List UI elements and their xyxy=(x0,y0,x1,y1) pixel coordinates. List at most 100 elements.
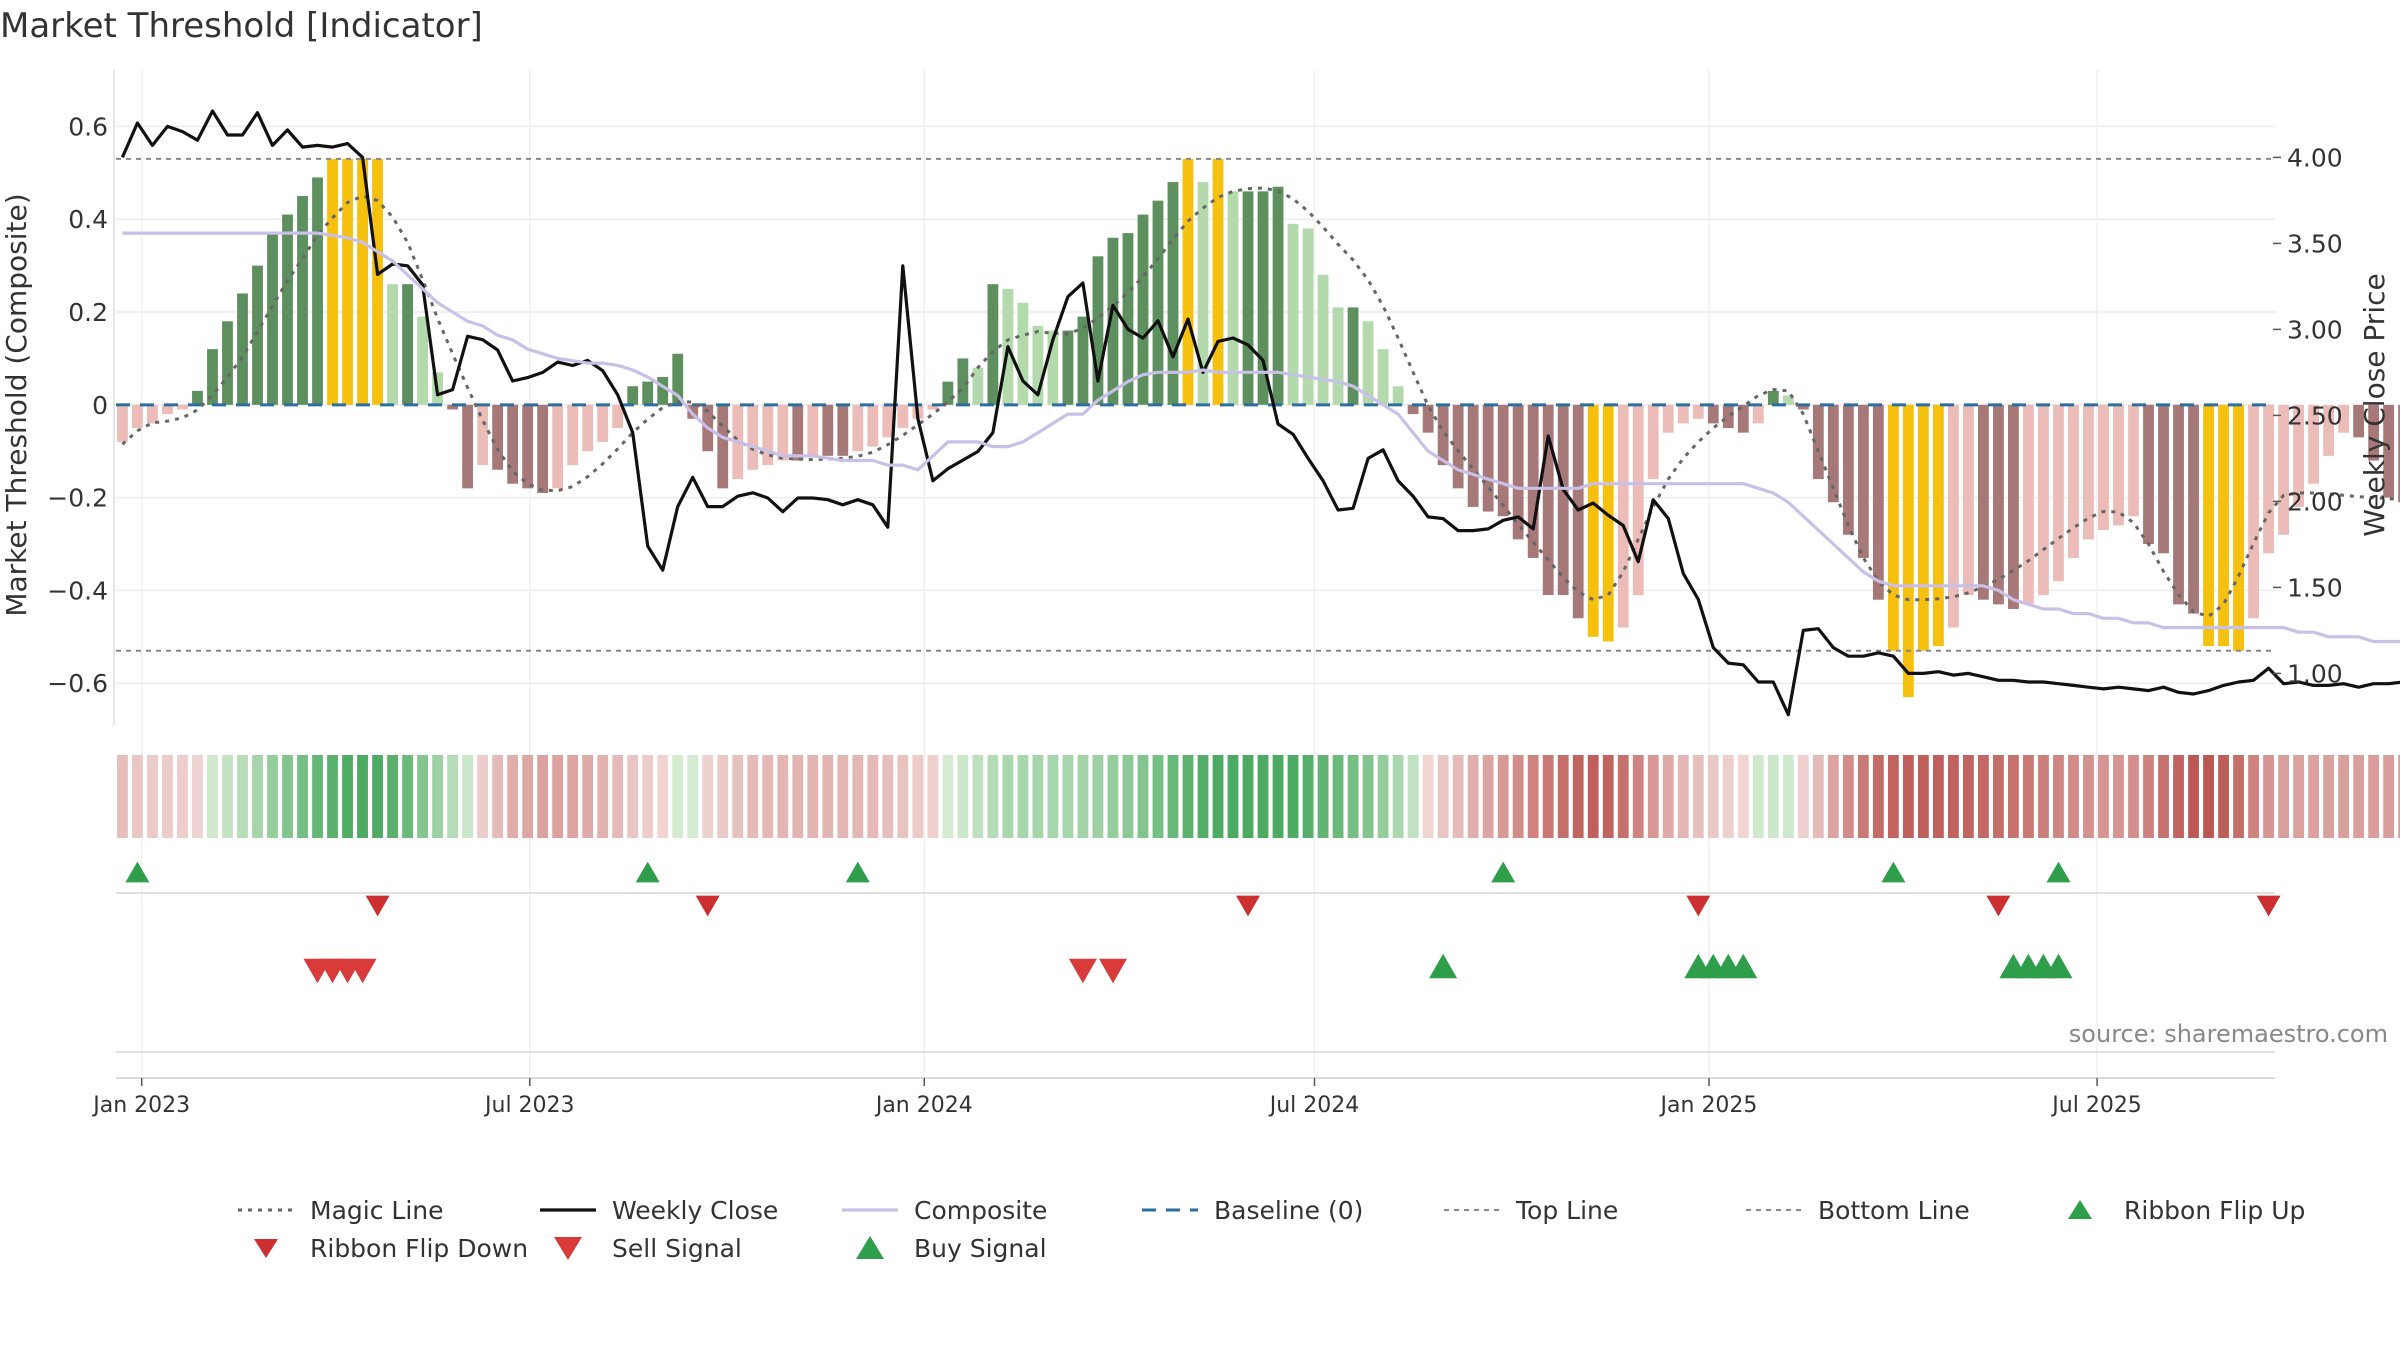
composite-bar xyxy=(552,404,564,489)
ribbon-stripe xyxy=(522,755,534,838)
ribbon-stripe xyxy=(297,755,308,838)
ribbon-stripe xyxy=(2188,755,2199,838)
ribbon-stripe xyxy=(147,755,158,838)
composite-bar xyxy=(1737,404,1749,433)
ribbon-stripe xyxy=(1692,755,1704,838)
ribbon-stripe xyxy=(1647,755,1659,838)
composite-bar xyxy=(1302,228,1314,405)
composite-bar xyxy=(1092,256,1104,405)
ribbon-stripe xyxy=(1902,755,1914,838)
ribbon-stripe xyxy=(672,755,684,838)
composite-bar xyxy=(1662,404,1674,433)
composite-bar xyxy=(2173,404,2184,605)
composite-bar xyxy=(1452,404,1464,489)
composite-bar xyxy=(177,404,188,410)
composite-bar xyxy=(1062,330,1074,405)
ribbon-stripe xyxy=(2083,755,2094,838)
composite-bar xyxy=(507,404,519,484)
composite-bar xyxy=(327,158,338,405)
composite-bar xyxy=(1242,191,1254,405)
ribbon-stripe xyxy=(1993,755,2004,838)
ribbon-stripe xyxy=(372,755,383,838)
composite-bar xyxy=(2098,404,2109,531)
composite-bar xyxy=(2068,404,2079,558)
ribbon-stripe xyxy=(1332,755,1344,838)
composite-bar xyxy=(1797,404,1809,410)
ribbon-stripe xyxy=(2098,755,2109,838)
ribbon-stripe xyxy=(1407,755,1419,838)
composite-bar xyxy=(672,353,684,405)
ribbon-stripe xyxy=(1767,755,1779,838)
composite-bar xyxy=(1032,325,1044,405)
ribbon-stripe xyxy=(567,755,579,838)
ribbon-stripe xyxy=(1947,755,1959,838)
composite-bar xyxy=(1467,404,1479,507)
sell-signal-marker xyxy=(1068,958,1097,984)
x-tick-label: Jan 2025 xyxy=(1659,1093,1758,1118)
composite-bar xyxy=(1842,404,1854,535)
ribbon-stripe xyxy=(1002,755,1014,838)
composite-bar xyxy=(1947,404,1959,628)
composite-bar xyxy=(1017,302,1029,405)
ribbon-stripe xyxy=(2068,755,2079,838)
composite-bar xyxy=(522,404,534,489)
y-tick-label-left: −0.6 xyxy=(47,669,108,698)
y-tick-label-left: 0.4 xyxy=(68,205,108,234)
composite-bar xyxy=(717,404,729,489)
y-axis-label-right: Weekly Close Price xyxy=(2358,273,2391,536)
ribbon-stripe xyxy=(1797,755,1809,838)
composite-bar xyxy=(237,293,248,405)
ribbon-stripe xyxy=(612,755,624,838)
ribbon-stripe xyxy=(597,755,609,838)
ribbon-stripe xyxy=(1812,755,1824,838)
y-tick-label-left: −0.4 xyxy=(47,576,108,605)
composite-bar xyxy=(1497,404,1509,517)
composite-bar xyxy=(1722,404,1734,429)
ribbon-stripe xyxy=(1227,755,1239,838)
composite-bar xyxy=(2143,404,2154,545)
composite-bar xyxy=(657,376,669,405)
ribbon-stripe xyxy=(1887,755,1899,838)
composite-bar xyxy=(1407,404,1419,415)
ribbon-flip-up-marker xyxy=(845,861,870,883)
composite-bar xyxy=(1482,404,1494,512)
ribbon-stripe xyxy=(732,755,744,838)
sell-signal-marker xyxy=(348,958,377,984)
ribbon-stripe xyxy=(1437,755,1449,838)
composite-bar xyxy=(1932,404,1944,647)
ribbon-stripe xyxy=(897,755,909,838)
y-tick-label-left: 0 xyxy=(92,391,108,420)
composite-bar xyxy=(627,386,639,405)
composite-bar xyxy=(252,265,263,405)
composite-bar xyxy=(2248,404,2259,619)
ribbon-stripe xyxy=(1302,755,1314,838)
x-tick-label: Jul 2025 xyxy=(2050,1093,2142,1118)
ribbon-stripe xyxy=(927,755,939,838)
composite-bar xyxy=(2218,404,2229,647)
ribbon-stripe xyxy=(312,755,323,838)
y-tick-label-left: 0.2 xyxy=(68,298,108,327)
y-tick-label-right: 1.00 xyxy=(2287,659,2343,688)
ribbon-stripe xyxy=(852,755,864,838)
composite-bar xyxy=(1542,404,1554,596)
ribbon-stripe xyxy=(582,755,594,838)
composite-bar xyxy=(492,404,504,470)
composite-bar xyxy=(192,390,203,405)
y-tick-label-left: −0.2 xyxy=(47,484,108,513)
y-tick-label-right: 3.50 xyxy=(2287,229,2343,258)
axes-layer: 0.6 0.4 0.2 0 −0.2 −0.4 −0.6 4.00 3.50 3.00 2.50 2.… xyxy=(47,70,2343,1118)
composite-bar xyxy=(597,404,609,442)
composite-bar xyxy=(1122,233,1134,405)
composite-bar xyxy=(1782,395,1794,405)
x-tick-label: Jul 2023 xyxy=(483,1093,575,1118)
ribbon-stripe xyxy=(1092,755,1104,838)
ribbon-stripe xyxy=(1782,755,1794,838)
composite-bar xyxy=(1347,307,1359,405)
ribbon-flip-down-marker xyxy=(1236,895,1260,917)
composite-bar xyxy=(747,404,759,470)
sell-signal-marker xyxy=(1099,958,1127,984)
ribbon-stripe xyxy=(747,755,759,838)
ribbon-stripe xyxy=(762,755,774,838)
ribbon-stripe xyxy=(2398,755,2400,838)
composite-bar xyxy=(1257,191,1269,405)
